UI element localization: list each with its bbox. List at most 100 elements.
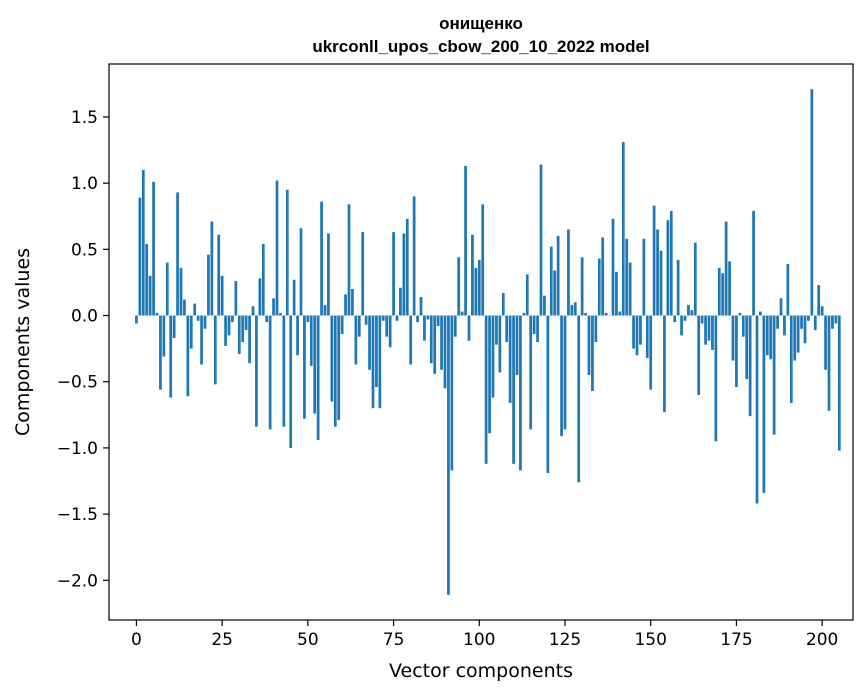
bar-77 xyxy=(399,287,402,316)
bar-181 xyxy=(755,315,759,504)
bar-193 xyxy=(796,315,800,353)
bar-71 xyxy=(378,315,382,409)
bar-80 xyxy=(409,315,413,365)
bar-147 xyxy=(639,315,642,345)
bar-187 xyxy=(776,315,779,329)
bar-158 xyxy=(676,259,680,316)
bar-127 xyxy=(570,304,574,316)
bar-93 xyxy=(453,315,457,337)
bar-116 xyxy=(532,315,536,335)
x-tick-label: 25 xyxy=(211,630,233,650)
bar-25 xyxy=(220,275,224,316)
bar-52 xyxy=(313,315,317,414)
bar-134 xyxy=(594,315,598,342)
bar-49 xyxy=(303,315,306,419)
bar-99 xyxy=(474,267,478,316)
bar-119 xyxy=(543,295,546,316)
bar-100 xyxy=(477,259,481,316)
y-tick-label: 0.5 xyxy=(71,240,98,260)
bar-104 xyxy=(491,315,495,398)
bar-144 xyxy=(628,262,632,316)
bar-155 xyxy=(666,220,670,316)
bar-150 xyxy=(649,315,653,390)
bar-16 xyxy=(189,315,193,349)
bar-13 xyxy=(179,267,183,316)
bar-106 xyxy=(498,315,502,373)
bar-92 xyxy=(450,315,454,471)
bar-103 xyxy=(488,315,491,434)
bar-26 xyxy=(224,315,227,346)
bar-39 xyxy=(268,315,272,430)
x-tick-label: 100 xyxy=(463,630,495,650)
bar-128 xyxy=(573,302,577,316)
bar-64 xyxy=(354,315,358,365)
bar-3 xyxy=(145,244,149,316)
bar-194 xyxy=(800,315,803,329)
y-tick-label: 1.5 xyxy=(71,108,98,128)
bar-73 xyxy=(385,315,389,337)
bar-202 xyxy=(827,315,831,411)
bar-118 xyxy=(539,164,543,316)
x-tick-label: 0 xyxy=(131,630,142,650)
bar-163 xyxy=(693,242,697,316)
plot-frame xyxy=(108,63,854,621)
bar-120 xyxy=(546,315,550,474)
bar-20 xyxy=(203,315,207,329)
bar-59 xyxy=(337,315,341,421)
bar-122 xyxy=(553,270,557,316)
bar-95 xyxy=(460,311,464,316)
bar-36 xyxy=(258,278,262,316)
bar-76 xyxy=(395,315,399,321)
bar-141 xyxy=(618,311,622,316)
bar-201 xyxy=(824,315,827,370)
bar-199 xyxy=(817,285,821,316)
bar-197 xyxy=(810,89,814,316)
bar-124 xyxy=(560,315,563,436)
bar-149 xyxy=(645,315,649,358)
bar-47 xyxy=(296,315,299,356)
bar-170 xyxy=(717,267,721,316)
bar-63 xyxy=(351,289,354,316)
bar-102 xyxy=(484,315,488,464)
bar-21 xyxy=(207,254,210,316)
bar-131 xyxy=(584,312,587,316)
bar-29 xyxy=(234,281,238,316)
bar-38 xyxy=(265,315,269,323)
bar-109 xyxy=(508,315,512,403)
y-tick-label: 1.0 xyxy=(71,174,98,194)
bar-30 xyxy=(237,315,241,354)
bar-179 xyxy=(748,315,752,417)
bar-5 xyxy=(152,181,155,316)
bar-2 xyxy=(141,169,145,316)
chart-title-line1: онищенко xyxy=(439,14,523,33)
bar-87 xyxy=(433,315,437,374)
bar-58 xyxy=(333,315,337,427)
bar-89 xyxy=(440,315,443,370)
bar-1 xyxy=(138,197,142,316)
bar-41 xyxy=(275,180,279,316)
bar-19 xyxy=(200,315,203,365)
bar-125 xyxy=(563,315,567,430)
bar-8 xyxy=(162,315,166,357)
bar-75 xyxy=(392,232,395,316)
bar-186 xyxy=(772,315,776,435)
bar-140 xyxy=(615,271,618,316)
bar-152 xyxy=(656,229,659,316)
bar-157 xyxy=(673,315,677,323)
bar-57 xyxy=(330,315,334,402)
bar-65 xyxy=(357,315,361,337)
bar-195 xyxy=(803,315,807,344)
bar-189 xyxy=(783,315,786,336)
bar-33 xyxy=(248,315,251,364)
bar-53 xyxy=(316,315,320,440)
bar-121 xyxy=(549,246,553,316)
bar-205 xyxy=(837,315,841,451)
bar-81 xyxy=(412,196,416,316)
bar-44 xyxy=(285,189,289,316)
bar-79 xyxy=(405,218,409,316)
bar-184 xyxy=(765,315,769,356)
bar-86 xyxy=(429,315,433,364)
bar-60 xyxy=(340,315,344,335)
bar-83 xyxy=(419,296,423,316)
